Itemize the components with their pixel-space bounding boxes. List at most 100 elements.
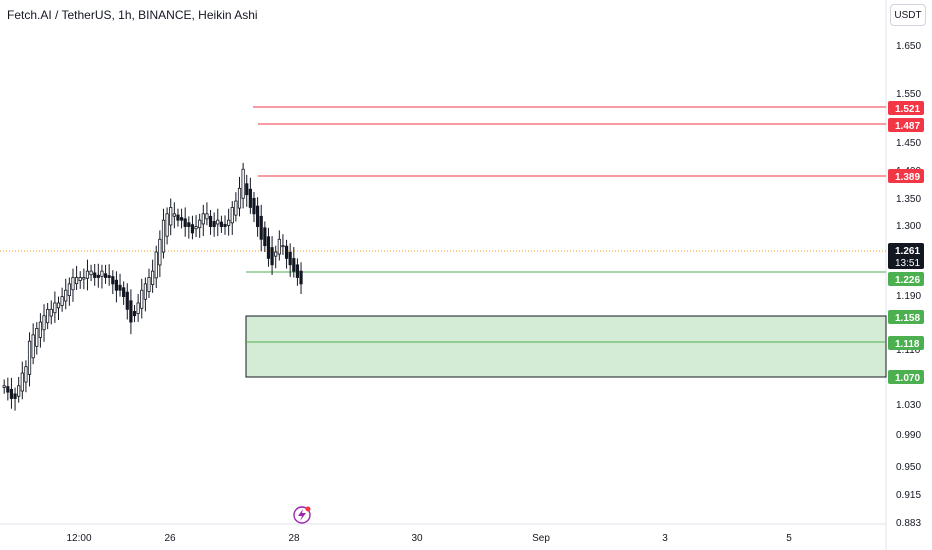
candle-body (245, 183, 249, 196)
y-tick: 0.950 (896, 462, 921, 473)
svg-text:1.118: 1.118 (895, 339, 920, 350)
candle-body (158, 238, 162, 266)
candle-body (292, 258, 296, 272)
candle-body (266, 236, 271, 259)
candle-body (179, 217, 184, 221)
candle-body (78, 277, 82, 281)
candle-body (140, 289, 144, 309)
candle-body (38, 321, 43, 338)
candle-body (136, 302, 140, 314)
svg-text:1.261: 1.261 (895, 246, 920, 257)
candle-body (169, 207, 173, 226)
resistance-tag-1[interactable]: 1.521 (888, 101, 924, 115)
candle-body (35, 328, 39, 347)
candle-body (230, 207, 234, 224)
lightning-icon[interactable] (293, 506, 311, 524)
x-tick: 28 (288, 533, 300, 544)
candle-body (24, 366, 28, 383)
y-tick: 1.110 (896, 345, 921, 356)
symbol-title[interactable]: Fetch.AI / TetherUS, 1h, BINANCE, Heikin… (7, 8, 258, 22)
candle-body (255, 205, 260, 227)
candle-body (103, 273, 108, 278)
candle-body (183, 218, 187, 227)
candle-body (100, 270, 104, 277)
x-tick: 5 (786, 533, 792, 544)
candle-body (27, 340, 32, 375)
y-tick: 1.650 (896, 41, 921, 52)
candle-body (114, 279, 119, 291)
zone-bottom-tag[interactable]: 1.070 (888, 370, 924, 384)
candle-body (241, 168, 245, 199)
time-axis[interactable]: 12:00 26 28 30 Sep 3 5 (66, 533, 792, 544)
candle-body (219, 221, 223, 227)
candle-body (82, 277, 86, 280)
candle-body (201, 213, 205, 225)
candle-body (60, 296, 64, 306)
candle-body (129, 300, 133, 323)
candle-body (205, 213, 209, 220)
candle-body (31, 334, 35, 359)
candle-body (67, 283, 71, 297)
candle-body (118, 284, 122, 291)
svg-text:13:51: 13:51 (895, 258, 920, 269)
candle-body (288, 251, 292, 266)
candle-body (64, 289, 68, 302)
candle-body (172, 213, 176, 217)
candle-body (56, 302, 61, 309)
candle-body (2, 385, 6, 388)
candle-body (208, 215, 213, 227)
y-tick: 1.300 (896, 221, 921, 232)
candle-body (6, 386, 10, 393)
candle-body (107, 275, 111, 278)
support-tag-1[interactable]: 1.226 (888, 272, 924, 286)
candle-body (194, 226, 198, 230)
svg-text:1.226: 1.226 (895, 275, 920, 286)
svg-text:1.487: 1.487 (895, 121, 920, 132)
candle-body (263, 227, 267, 247)
svg-text:1.521: 1.521 (895, 104, 920, 115)
svg-text:1.158: 1.158 (895, 313, 920, 324)
candle-body (216, 219, 220, 225)
svg-text:1.070: 1.070 (895, 373, 920, 384)
candle-body (17, 385, 21, 397)
resistance-tag-2[interactable]: 1.487 (888, 118, 924, 132)
candle-body (270, 247, 274, 266)
candle-body (111, 276, 115, 285)
current-price-tag[interactable]: 1.261 13:51 (888, 243, 924, 269)
support-tag-2[interactable]: 1.118 (888, 336, 924, 350)
candle-body (132, 311, 137, 317)
candle-body (154, 251, 158, 279)
candle-body (151, 270, 155, 285)
candle-body (93, 272, 97, 278)
candle-body (96, 274, 100, 278)
zone-top-tag[interactable]: 1.158 (888, 310, 924, 324)
candle-body (53, 302, 57, 314)
candle-body (89, 270, 93, 276)
currency-button[interactable]: USDT (890, 4, 926, 26)
y-tick: 0.915 (896, 490, 921, 501)
candle-body (277, 238, 281, 255)
candle-body (49, 308, 53, 317)
y-tick: 1.350 (896, 194, 921, 205)
candle-body (147, 277, 151, 292)
candle-body (234, 200, 238, 216)
candle-body (143, 283, 147, 300)
candle-body (187, 222, 191, 227)
support-zone[interactable] (245, 315, 887, 378)
candle-body (42, 315, 46, 331)
resistance-tag-3[interactable]: 1.389 (888, 169, 924, 183)
candle-body (9, 388, 14, 399)
x-tick: 30 (411, 533, 423, 544)
candle-body (259, 215, 263, 240)
candle-body (299, 270, 303, 285)
x-tick: Sep (532, 533, 550, 544)
candle-body (176, 214, 180, 221)
candle-body (281, 245, 285, 248)
candle-body (295, 264, 300, 278)
candle-body (252, 197, 256, 215)
candle-body (274, 251, 278, 257)
candle-body (75, 277, 79, 285)
candle-body (165, 213, 169, 237)
candles (2, 162, 303, 411)
